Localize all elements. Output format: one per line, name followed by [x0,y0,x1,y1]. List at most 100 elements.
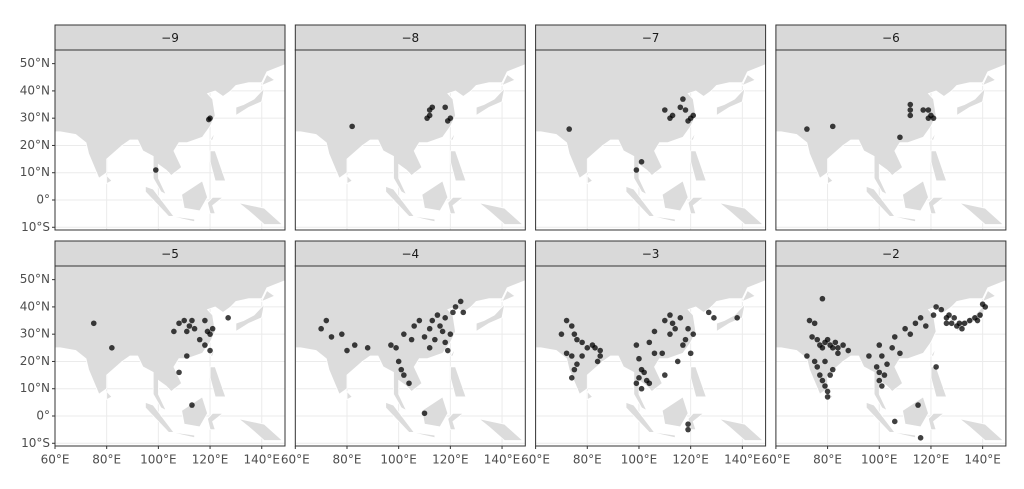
point [680,342,686,348]
y-tick-label: 20°N [20,138,50,152]
point [891,334,898,340]
point [819,377,826,384]
point [933,304,939,310]
point [811,320,818,327]
point [925,115,932,121]
point [398,366,405,373]
x-tick-label: 100°E [861,453,898,467]
plot-area [55,266,285,446]
point [685,325,691,332]
point [966,317,973,324]
land [625,185,656,217]
point [646,339,653,346]
land [207,196,225,214]
point [563,317,570,324]
strip [294,240,526,267]
land [930,347,937,357]
point [421,334,428,340]
plot-area [535,266,766,446]
point [876,342,883,348]
land [586,174,594,185]
x-tick-label: 80°E [813,453,842,467]
point [401,331,407,337]
point [393,345,399,351]
point [907,331,914,337]
point [690,331,697,337]
land [478,418,524,441]
point [907,112,914,119]
point [439,328,446,335]
y-tick-label: 20°N [20,354,50,368]
point [705,309,712,316]
strip [294,24,526,51]
y-tick-label: 10°N [20,165,50,179]
land [827,174,834,185]
point [323,317,330,324]
point [690,112,697,119]
x-tick-label: 80°E [333,453,362,467]
strip-label: −4 [401,247,419,261]
point [824,336,831,343]
land [689,347,697,357]
point [930,115,937,121]
strip-label: −9 [161,31,179,45]
point [406,380,412,387]
point [571,331,578,337]
land [346,174,353,185]
point [395,358,402,365]
point [897,134,903,141]
point [974,317,981,324]
point [364,345,371,351]
point [822,358,828,365]
point [568,353,575,359]
land [478,202,524,225]
strip-label: −7 [642,31,660,45]
y-tick-label: 10°N [20,381,50,395]
point [429,317,436,324]
point [917,315,924,321]
land [865,401,896,433]
point [460,309,467,316]
x-tick-label: 60°E [521,453,550,467]
point [444,118,451,124]
point [636,375,642,381]
x-tick-label: 140°E [243,453,280,467]
point [196,336,203,343]
land [501,73,516,87]
panel: −4 60°E 80°E 100°E 120°E 140°E [281,240,526,467]
point [633,380,640,387]
point [207,347,213,354]
point [829,366,836,373]
point [685,421,691,427]
panel-border [294,49,526,231]
land [535,266,766,412]
strip-label: −8 [401,31,419,45]
point [408,336,415,343]
land [447,412,465,430]
point [827,372,833,378]
land [981,73,997,87]
point [662,107,668,113]
land [586,390,594,401]
point [411,323,417,329]
point [442,104,448,111]
land [145,185,175,217]
point [457,298,464,305]
point [579,353,585,359]
y-tick-label: 30°N [20,111,50,125]
point [884,361,890,367]
plot-area [295,50,526,230]
land [106,390,113,401]
point [597,353,604,359]
point [571,366,578,373]
strip-label: −2 [882,247,900,261]
point [452,304,459,310]
point [881,372,888,378]
x-tick-label: 100°E [621,453,658,467]
point [638,385,645,392]
point [922,323,929,329]
point [669,112,676,119]
point [685,118,691,124]
point [579,339,585,346]
point [876,369,883,376]
